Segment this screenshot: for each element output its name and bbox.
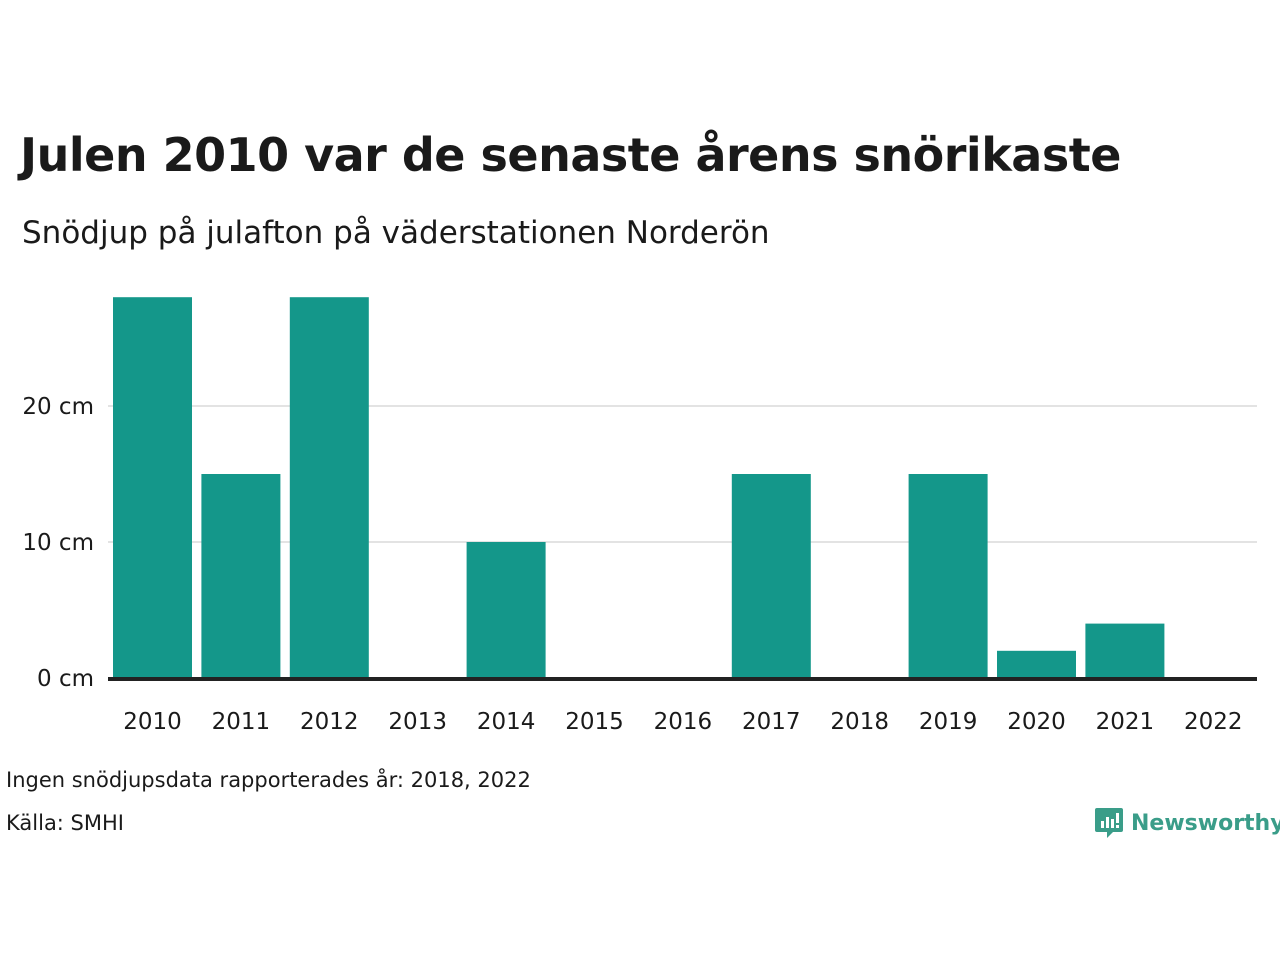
missing-data-note: Ingen snödjupsdata rapporterades år: 201… — [6, 768, 531, 792]
x-tick-label: 2013 — [388, 709, 447, 735]
source-label: Källa: SMHI — [6, 811, 124, 835]
chart-subtitle: Snödjup på julafton på väderstationen No… — [22, 215, 770, 251]
bar-2012 — [289, 297, 369, 678]
bar-2019 — [908, 474, 988, 678]
bar-2017 — [731, 474, 811, 678]
x-tick-label: 2014 — [477, 709, 536, 735]
y-tick-label: 10 cm — [22, 530, 94, 556]
bar-2021 — [1085, 623, 1165, 678]
x-tick-label: 2019 — [919, 709, 978, 735]
x-tick-label: 2016 — [654, 709, 713, 735]
chart-title: Julen 2010 var de senaste årens snörikas… — [20, 128, 1121, 182]
bar-2010 — [113, 297, 192, 678]
y-tick-label: 20 cm — [22, 394, 94, 420]
x-tick-label: 2011 — [212, 709, 271, 735]
x-tick-label: 2022 — [1184, 709, 1243, 735]
brand-name: Newsworthy — [1131, 810, 1280, 836]
x-tick-label: 2010 — [123, 709, 182, 735]
bar-2011 — [201, 474, 281, 678]
x-tick-label: 2020 — [1007, 709, 1066, 735]
newsworthy-logo: Newsworthy — [1094, 806, 1280, 840]
y-tick-label: 0 cm — [37, 666, 94, 692]
x-tick-label: 2018 — [830, 709, 889, 735]
bar-2014 — [466, 542, 546, 678]
bar-2020 — [997, 650, 1076, 678]
newsworthy-logo-icon — [1095, 808, 1123, 838]
bar-chart: 0 cm 10 cm 20 cm 2010 2011 2012 2013 2014 2015 20… — [22, 297, 1257, 735]
x-tick-label: 2012 — [300, 709, 359, 735]
x-tick-label: 2021 — [1096, 709, 1155, 735]
x-tick-label: 2015 — [565, 709, 624, 735]
x-tick-label: 2017 — [742, 709, 801, 735]
